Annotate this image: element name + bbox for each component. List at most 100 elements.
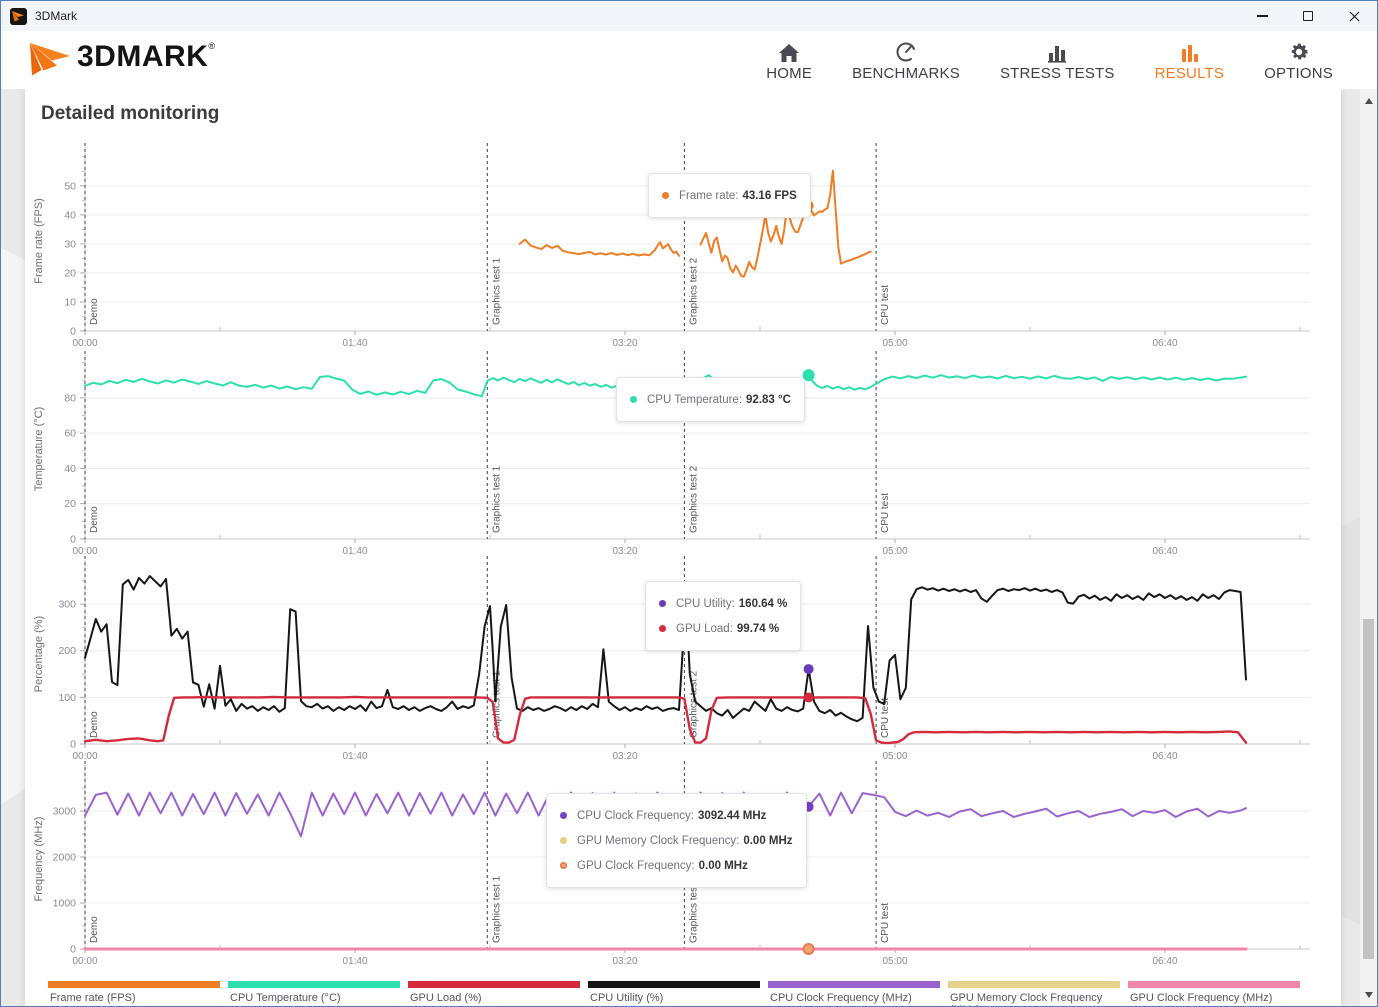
legend-label: CPU Temperature (°C) bbox=[230, 992, 341, 1004]
svg-text:05:00: 05:00 bbox=[882, 338, 907, 349]
svg-text:0: 0 bbox=[70, 326, 76, 338]
svg-text:00:00: 00:00 bbox=[72, 751, 97, 762]
event-marker-label: Graphics test 2 bbox=[688, 465, 699, 533]
legend-label: CPU Clock Frequency (MHz) bbox=[770, 992, 912, 1004]
tooltip-row: GPU Memory Clock Frequency: 0.00 MHz bbox=[560, 828, 793, 853]
tooltip-percentage: CPU Utility: 160.64 % GPU Load: 99.74 % bbox=[645, 581, 802, 651]
tooltip-value: 99.74 % bbox=[736, 622, 780, 635]
event-marker-label: CPU test bbox=[880, 285, 891, 325]
event-marker-label: Graphics test 1 bbox=[491, 670, 502, 738]
tooltip-label: GPU Memory Clock Frequency: bbox=[577, 834, 740, 847]
close-button[interactable] bbox=[1331, 1, 1377, 31]
chart-legend: Frame rate (FPS) CPU Temperature (°C) GPU … bbox=[48, 981, 1300, 1006]
svg-text:1000: 1000 bbox=[53, 897, 77, 909]
arrow-down-icon bbox=[1364, 991, 1373, 998]
tooltip-row: Frame rate: 43.16 FPS bbox=[662, 183, 797, 208]
tooltip-label: CPU Clock Frequency: bbox=[577, 809, 694, 822]
legend-swatch bbox=[228, 981, 400, 988]
tooltip-series-dot bbox=[560, 837, 567, 844]
svg-text:06:40: 06:40 bbox=[1152, 546, 1177, 557]
event-marker-label: CPU test bbox=[880, 903, 891, 943]
legend-item[interactable]: GPU Load (%) bbox=[408, 981, 580, 1006]
percentage-chart[interactable]: 0 100 200 300 Percentage (%) 00:00 01:40 03:20 0… bbox=[25, 554, 1340, 762]
tooltip-series-dot bbox=[560, 862, 567, 869]
event-marker-label: Graphics test 2 bbox=[688, 875, 699, 943]
tooltip-series-dot bbox=[560, 812, 567, 819]
scroll-down-button[interactable] bbox=[1360, 986, 1377, 1003]
scroll-up-button[interactable] bbox=[1360, 92, 1377, 109]
tooltip-series-dot bbox=[630, 396, 637, 403]
temperature-chart[interactable]: 0 20 40 60 80 Temperature (°C) 00:00 01:40 03:20… bbox=[25, 349, 1340, 557]
nav-results[interactable]: RESULTS bbox=[1155, 39, 1224, 82]
logo-registered-mark: ® bbox=[208, 41, 215, 51]
event-marker-label: Graphics test 1 bbox=[491, 257, 502, 325]
nav-stress-tests[interactable]: STRESS TESTS bbox=[1000, 39, 1115, 82]
hover-marker-dot bbox=[803, 664, 814, 675]
svg-text:03:20: 03:20 bbox=[612, 751, 637, 762]
tooltip-value: 0.00 MHz bbox=[743, 834, 793, 847]
tooltip-label: GPU Load: bbox=[676, 622, 733, 635]
svg-text:06:40: 06:40 bbox=[1152, 338, 1177, 349]
svg-text:01:40: 01:40 bbox=[342, 338, 367, 349]
svg-text:Frame rate (FPS): Frame rate (FPS) bbox=[33, 198, 45, 284]
event-marker-label: Demo bbox=[89, 298, 100, 325]
results-bars-icon bbox=[1178, 39, 1200, 63]
gauge-icon bbox=[895, 39, 917, 63]
gear-icon bbox=[1288, 39, 1310, 63]
legend-swatch bbox=[408, 981, 580, 988]
nav-home[interactable]: HOME bbox=[766, 39, 812, 82]
tooltip-row: GPU Load: 99.74 % bbox=[659, 616, 787, 641]
tooltip-row: CPU Clock Frequency: 3092.44 MHz bbox=[560, 803, 793, 828]
svg-text:05:00: 05:00 bbox=[882, 546, 907, 557]
legend-label: GPU Memory Clock Frequency (MHz) bbox=[950, 992, 1103, 1006]
frame-rate-chart[interactable]: 0 10 20 30 40 50 Frame rate (FPS) 00:00 01:40 03:… bbox=[25, 141, 1340, 349]
event-marker-label: CPU test bbox=[880, 698, 891, 738]
event-marker-label: Demo bbox=[89, 506, 100, 533]
maximize-button[interactable] bbox=[1285, 1, 1331, 31]
nav-options[interactable]: OPTIONS bbox=[1264, 39, 1333, 82]
svg-text:80: 80 bbox=[64, 392, 76, 404]
svg-text:300: 300 bbox=[58, 599, 76, 611]
series-line bbox=[84, 575, 1247, 723]
series-line bbox=[518, 238, 680, 257]
legend-item[interactable]: CPU Temperature (°C) bbox=[228, 981, 400, 1006]
3dmark-logo: 3DMARK ® bbox=[29, 41, 215, 78]
svg-text:05:00: 05:00 bbox=[882, 751, 907, 762]
legend-item[interactable]: GPU Clock Frequency (MHz) bbox=[1128, 981, 1300, 1006]
legend-swatch bbox=[588, 981, 760, 988]
app-header: 3DMARK ® HOME BENCHMARKS STRESS TESTS bbox=[1, 31, 1377, 89]
main-nav: HOME BENCHMARKS STRESS TESTS RESULTS bbox=[766, 39, 1333, 82]
legend-item[interactable]: GPU Memory Clock Frequency (MHz) bbox=[948, 981, 1120, 1006]
svg-text:30: 30 bbox=[64, 238, 76, 250]
svg-text:06:40: 06:40 bbox=[1152, 751, 1177, 762]
tooltip-label: CPU Temperature: bbox=[647, 393, 743, 406]
legend-label: CPU Utility (%) bbox=[590, 992, 664, 1004]
minimize-icon bbox=[1256, 15, 1268, 17]
event-marker-label: CPU test bbox=[880, 493, 891, 533]
svg-text:100: 100 bbox=[58, 692, 76, 704]
minimize-button[interactable] bbox=[1239, 1, 1285, 31]
hover-marker-dot bbox=[802, 943, 815, 955]
svg-text:40: 40 bbox=[64, 463, 76, 475]
tooltip-frame-rate: Frame rate: 43.16 FPS bbox=[648, 173, 811, 218]
svg-text:20: 20 bbox=[64, 267, 76, 279]
svg-text:03:20: 03:20 bbox=[612, 956, 637, 967]
scrollbar-thumb[interactable] bbox=[1363, 619, 1374, 959]
event-marker-label: Graphics test 1 bbox=[491, 465, 502, 533]
svg-text:01:40: 01:40 bbox=[342, 751, 367, 762]
svg-text:00:00: 00:00 bbox=[72, 546, 97, 557]
legend-item[interactable]: Frame rate (FPS) bbox=[48, 981, 220, 1006]
legend-item[interactable]: CPU Utility (%) bbox=[588, 981, 760, 1006]
svg-text:01:40: 01:40 bbox=[342, 956, 367, 967]
nav-benchmarks[interactable]: BENCHMARKS bbox=[852, 39, 960, 82]
legend-swatch bbox=[948, 981, 1120, 988]
svg-text:10: 10 bbox=[64, 296, 76, 308]
legend-label: GPU Clock Frequency (MHz) bbox=[1130, 992, 1273, 1004]
3dmark-logo-icon bbox=[30, 43, 70, 76]
content-area: Detailed monitoring 0 10 20 30 40 50 Frame rat… bbox=[1, 89, 1377, 1006]
legend-swatch bbox=[48, 981, 220, 988]
frequency-chart[interactable]: 0 1000 2000 3000 Frequency (MHz) 00:00 01:40 03… bbox=[25, 759, 1340, 967]
series-line bbox=[83, 695, 1248, 745]
vertical-scrollbar[interactable] bbox=[1360, 89, 1377, 1006]
legend-item[interactable]: CPU Clock Frequency (MHz) bbox=[768, 981, 940, 1006]
